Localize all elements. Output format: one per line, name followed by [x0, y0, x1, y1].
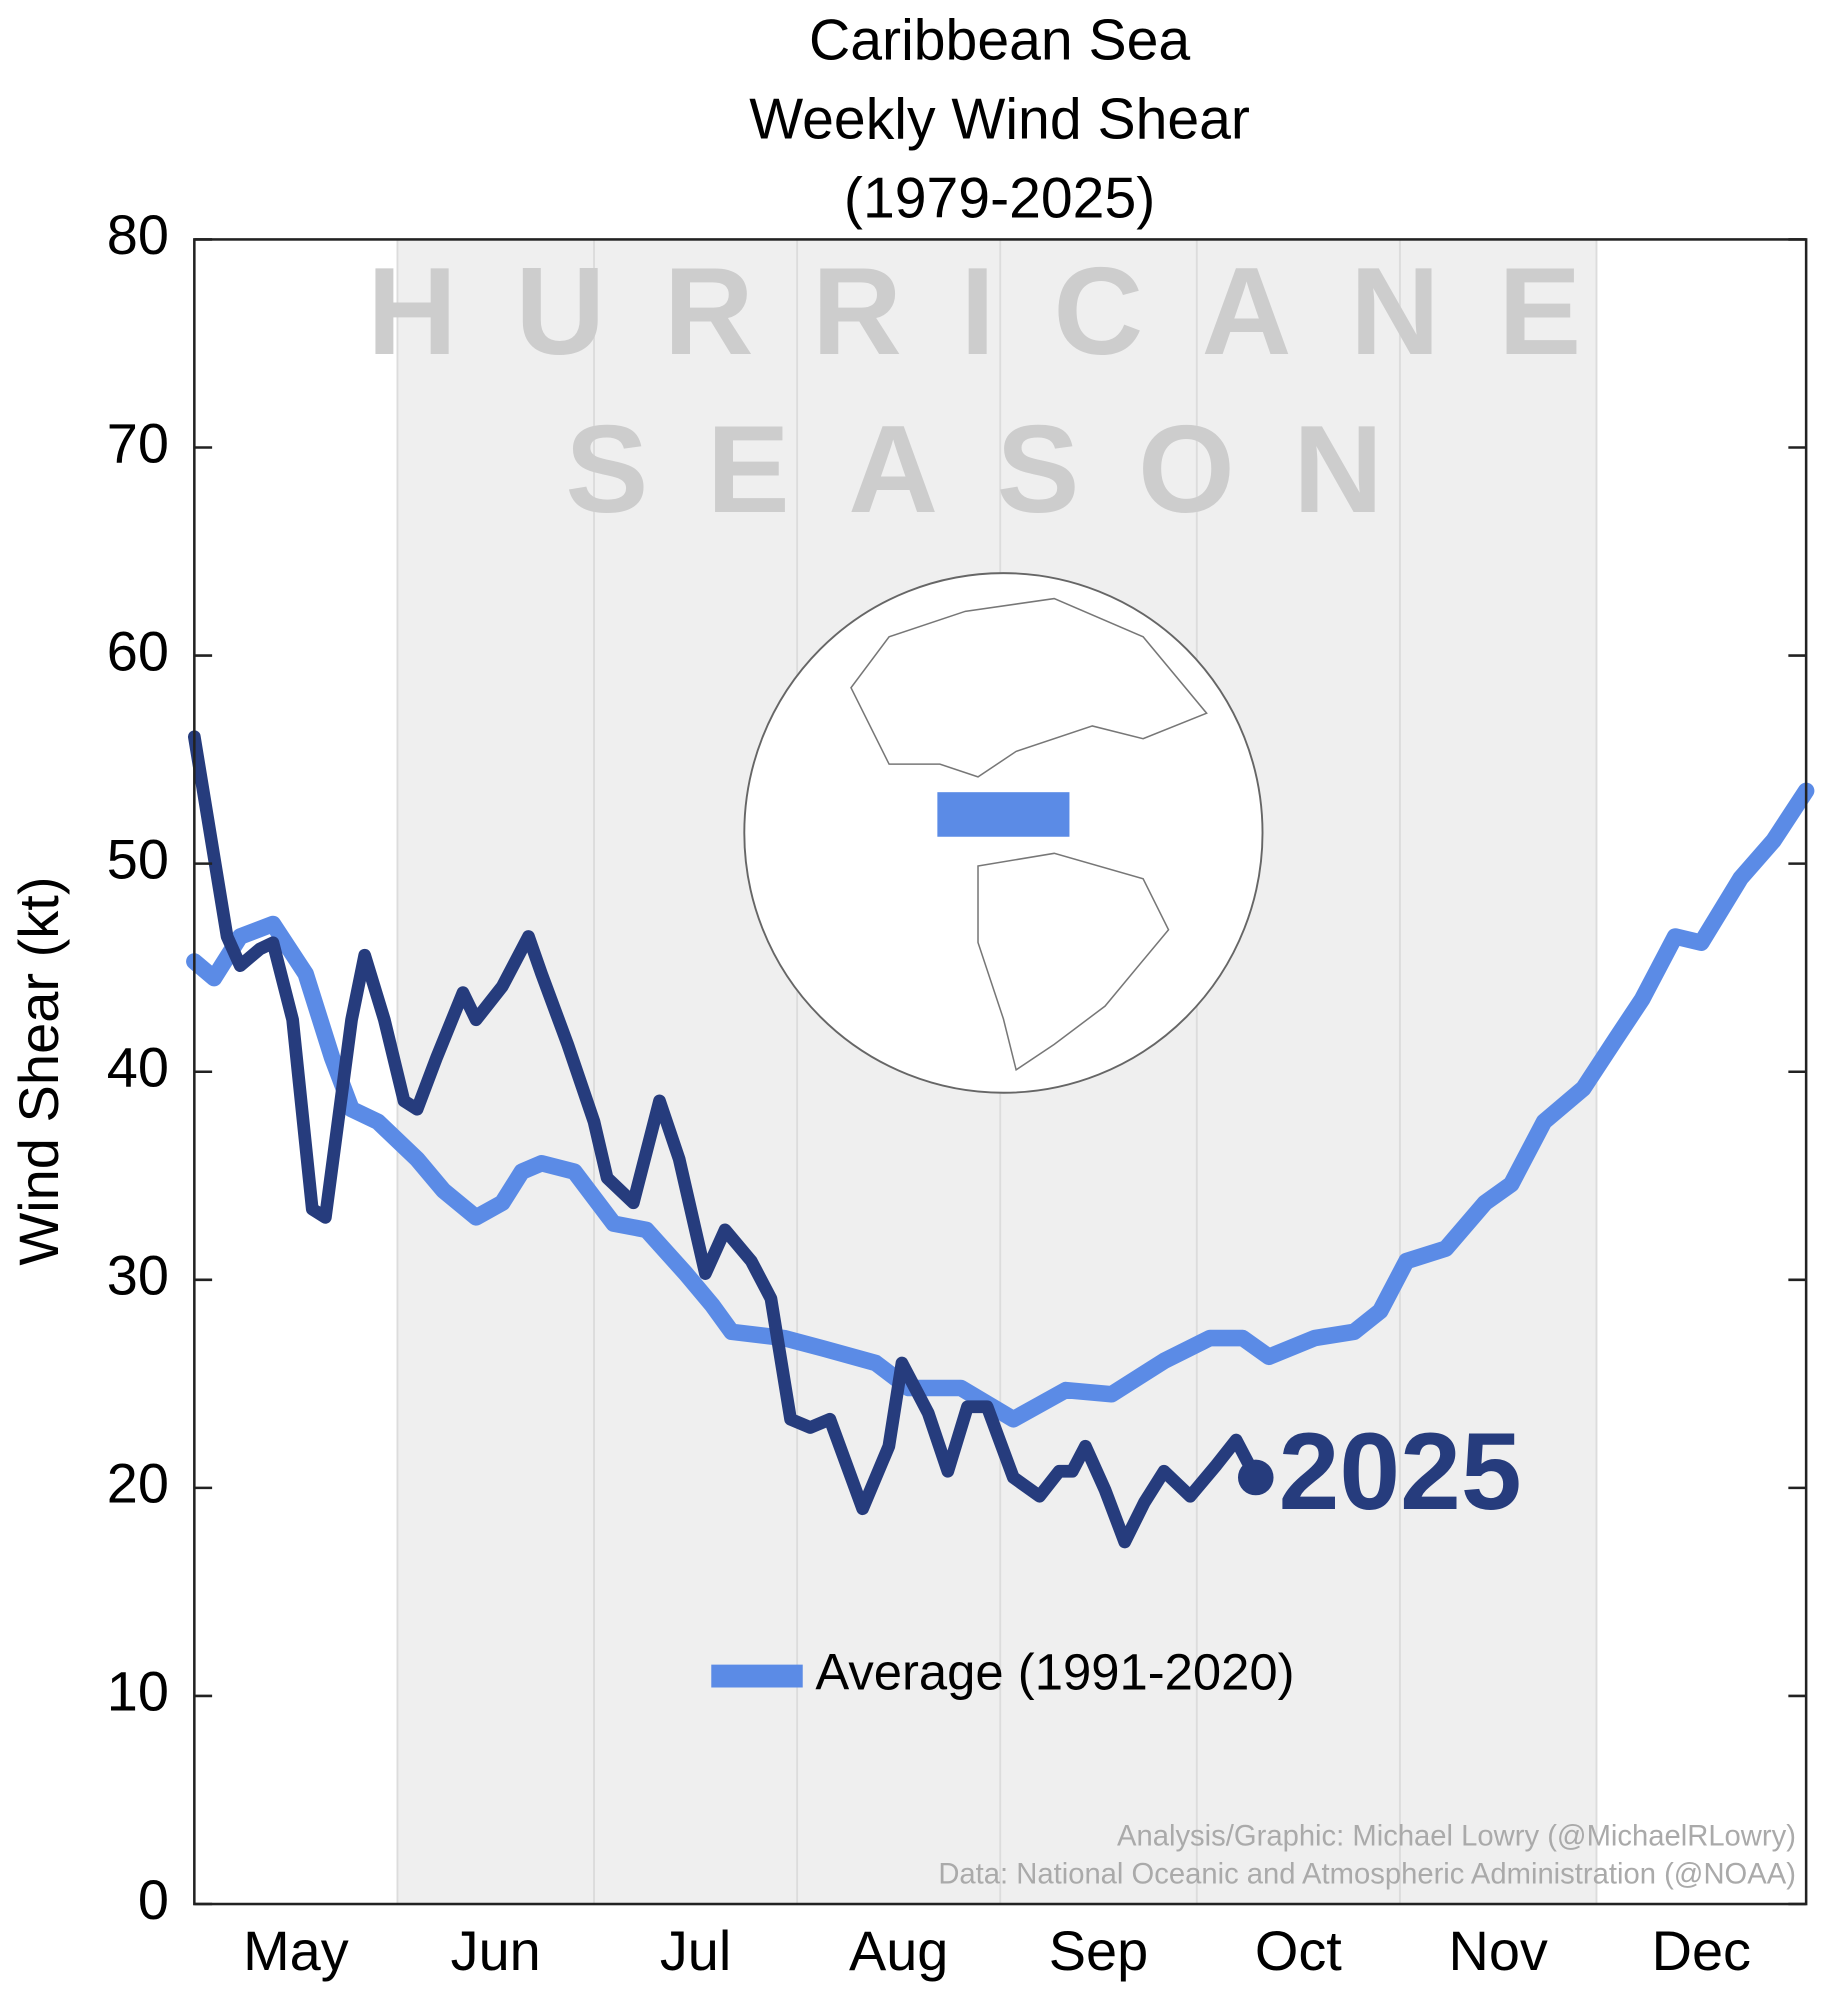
x-tick-label: Jun: [451, 1919, 541, 1982]
y-tick-label: 80: [107, 203, 169, 266]
y-tick-label: 60: [107, 619, 169, 682]
series-line: [187, 730, 1263, 1549]
continent: [850, 597, 1208, 778]
credit: Analysis/Graphic: Michael Lowry (@Michae…: [1117, 1821, 1796, 1853]
x-tick-label: Jul: [660, 1919, 731, 1982]
chart-title: Caribbean Sea: [809, 9, 1190, 73]
plot: 2025: [186, 730, 1815, 1549]
y-tick-label: 10: [107, 1660, 169, 1723]
legend-label: Average (1991-2020): [815, 1643, 1294, 1700]
y-tick-label: 70: [107, 411, 169, 474]
series-line: [186, 782, 1815, 1428]
x-tick-label: May: [243, 1919, 349, 1982]
y-axis-label: Wind Shear (kt): [7, 876, 70, 1265]
end-dot: [1237, 1459, 1274, 1496]
y-tick-label: 50: [107, 827, 169, 890]
region-box: [937, 792, 1070, 837]
y-tick-label: 0: [138, 1868, 169, 1931]
x-tick-label: Sep: [1049, 1919, 1148, 1982]
chart-title: (1979-2025): [844, 167, 1155, 231]
chart-title: Weekly Wind Shear: [749, 88, 1250, 152]
y-tick-label: 40: [107, 1035, 169, 1098]
globe: [743, 572, 1264, 1094]
watermark-text: HURRICANE: [367, 242, 1640, 381]
series-end-label: 2025: [1279, 1411, 1522, 1533]
y-tick-label: 30: [107, 1244, 169, 1307]
continent: [977, 852, 1170, 1072]
x-tick-label: Oct: [1255, 1919, 1342, 1982]
x-tick-label: Aug: [849, 1919, 948, 1982]
watermark: HURRICANE SEASON: [367, 242, 1640, 539]
credit: Data: National Oceanic and Atmospheric A…: [938, 1859, 1796, 1891]
watermark-text: SEASON: [565, 400, 1441, 539]
x-tick-label: Dec: [1652, 1919, 1751, 1982]
y-tick-label: 20: [107, 1452, 169, 1515]
x-tick-label: Nov: [1449, 1919, 1548, 1982]
